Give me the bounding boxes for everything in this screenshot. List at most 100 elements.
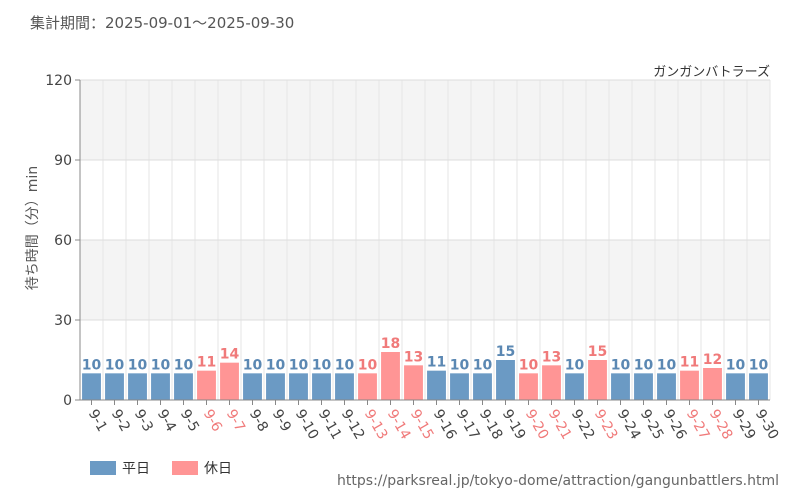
value-label: 10 bbox=[243, 357, 263, 373]
x-tick-label: 9-30 bbox=[752, 407, 782, 443]
value-label: 10 bbox=[105, 357, 125, 373]
bar bbox=[197, 370, 216, 400]
bar bbox=[680, 370, 699, 400]
x-tick-label: 9-12 bbox=[338, 407, 368, 443]
x-tick-label: 9-15 bbox=[407, 407, 437, 443]
x-tick-label: 9-14 bbox=[384, 407, 414, 443]
x-tick-label: 9-25 bbox=[637, 407, 667, 443]
bar bbox=[657, 373, 676, 400]
value-label: 10 bbox=[749, 357, 769, 373]
bar bbox=[611, 373, 630, 400]
bar bbox=[289, 373, 308, 400]
x-tick-label: 9-19 bbox=[499, 407, 529, 443]
legend: 平日 休日 bbox=[90, 458, 254, 478]
value-label: 15 bbox=[496, 344, 515, 360]
value-label: 10 bbox=[174, 357, 194, 373]
bar bbox=[427, 370, 446, 400]
bar bbox=[565, 373, 584, 400]
bar bbox=[335, 373, 354, 400]
y-tick-label: 0 bbox=[63, 393, 72, 409]
value-label: 11 bbox=[197, 355, 216, 371]
legend-weekday: 平日 bbox=[90, 458, 150, 478]
bar bbox=[312, 373, 331, 400]
x-tick-label: 9-23 bbox=[591, 407, 621, 443]
value-label: 10 bbox=[266, 357, 286, 373]
value-label: 10 bbox=[519, 357, 539, 373]
attraction-name: ガンガンバトラーズ bbox=[653, 65, 770, 80]
bar bbox=[151, 373, 170, 400]
x-tick-label: 9-16 bbox=[430, 407, 460, 443]
value-label: 10 bbox=[358, 357, 378, 373]
x-tick-label: 9-4 bbox=[154, 407, 179, 435]
x-tick-label: 9-21 bbox=[545, 407, 575, 443]
bar bbox=[542, 365, 561, 400]
value-label: 10 bbox=[335, 357, 355, 373]
value-label: 10 bbox=[151, 357, 171, 373]
x-tick-label: 9-28 bbox=[706, 407, 736, 443]
x-tick-label: 9-29 bbox=[729, 407, 759, 443]
value-label: 10 bbox=[312, 357, 332, 373]
value-label: 13 bbox=[404, 349, 423, 365]
value-label: 10 bbox=[565, 357, 585, 373]
value-label: 10 bbox=[128, 357, 148, 373]
x-tick-label: 9-26 bbox=[660, 407, 690, 443]
x-tick-label: 9-6 bbox=[200, 407, 225, 435]
x-tick-label: 9-2 bbox=[108, 407, 133, 435]
x-tick-label: 9-17 bbox=[453, 407, 483, 443]
value-label: 11 bbox=[427, 355, 446, 371]
bar bbox=[220, 362, 239, 400]
value-label: 10 bbox=[289, 357, 309, 373]
x-tick-label: 9-24 bbox=[614, 407, 644, 443]
y-tick-label: 120 bbox=[45, 73, 72, 89]
x-tick-label: 9-3 bbox=[131, 407, 156, 435]
value-label: 11 bbox=[680, 355, 699, 371]
value-label: 14 bbox=[220, 347, 240, 363]
bar bbox=[450, 373, 469, 400]
bar bbox=[519, 373, 538, 400]
value-label: 15 bbox=[588, 344, 607, 360]
x-tick-label: 9-1 bbox=[85, 407, 110, 435]
value-label: 10 bbox=[634, 357, 654, 373]
legend-holiday: 休日 bbox=[172, 458, 232, 478]
legend-holiday-swatch bbox=[172, 461, 198, 475]
bar bbox=[588, 360, 607, 400]
x-tick-label: 9-20 bbox=[522, 407, 552, 443]
bar bbox=[128, 373, 147, 400]
bar bbox=[243, 373, 262, 400]
bar bbox=[82, 373, 101, 400]
x-tick-label: 9-11 bbox=[315, 407, 345, 443]
x-tick-label: 9-8 bbox=[246, 407, 271, 435]
value-label: 13 bbox=[542, 349, 561, 365]
bar bbox=[634, 373, 653, 400]
x-tick-label: 9-27 bbox=[683, 407, 713, 443]
x-tick-label: 9-18 bbox=[476, 407, 506, 443]
value-label: 12 bbox=[703, 352, 722, 368]
source-url[interactable]: https://parksreal.jp/tokyo-dome/attracti… bbox=[337, 473, 779, 489]
value-label: 10 bbox=[450, 357, 470, 373]
bars bbox=[82, 352, 768, 400]
legend-weekday-label: 平日 bbox=[122, 461, 150, 477]
bar bbox=[703, 368, 722, 400]
bar bbox=[105, 373, 124, 400]
x-tick-label: 9-13 bbox=[361, 407, 391, 443]
value-label: 10 bbox=[611, 357, 631, 373]
x-tick-label: 9-7 bbox=[223, 407, 248, 435]
bar bbox=[358, 373, 377, 400]
x-tick-label: 9-5 bbox=[177, 407, 202, 435]
bar bbox=[266, 373, 285, 400]
legend-holiday-label: 休日 bbox=[204, 461, 232, 477]
y-ticks: 0 30 60 90 120 bbox=[45, 73, 80, 409]
value-label: 10 bbox=[657, 357, 677, 373]
x-tick-label: 9-22 bbox=[568, 407, 598, 443]
bar bbox=[174, 373, 193, 400]
value-label: 18 bbox=[381, 336, 400, 352]
bar bbox=[473, 373, 492, 400]
period-label: 集計期間：2025-09-01～2025-09-30 bbox=[30, 14, 295, 32]
value-label: 10 bbox=[473, 357, 493, 373]
x-ticks: 9-19-29-39-49-59-69-79-89-99-109-119-129… bbox=[85, 400, 782, 443]
bar bbox=[726, 373, 745, 400]
y-tick-label: 60 bbox=[54, 233, 72, 249]
y-tick-label: 90 bbox=[54, 153, 72, 169]
